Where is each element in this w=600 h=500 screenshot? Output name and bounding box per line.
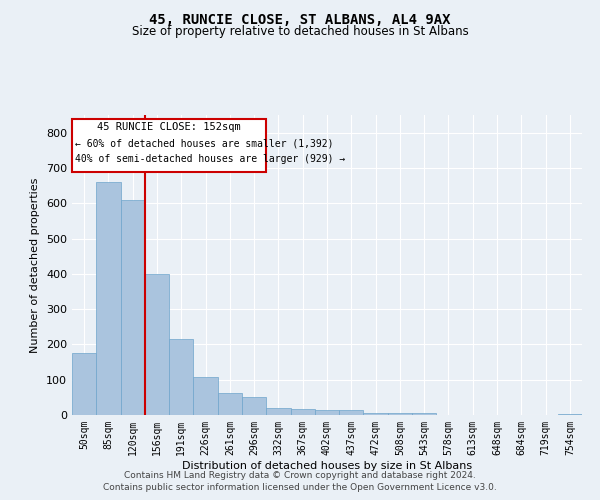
Bar — [339, 410, 364, 415]
Text: Contains public sector information licensed under the Open Government Licence v3: Contains public sector information licen… — [103, 484, 497, 492]
Bar — [290, 410, 315, 415]
Text: 45, RUNCIE CLOSE, ST ALBANS, AL4 9AX: 45, RUNCIE CLOSE, ST ALBANS, AL4 9AX — [149, 12, 451, 26]
Bar — [388, 412, 412, 415]
Y-axis label: Number of detached properties: Number of detached properties — [31, 178, 40, 352]
X-axis label: Distribution of detached houses by size in St Albans: Distribution of detached houses by size … — [182, 460, 472, 470]
Bar — [145, 274, 169, 415]
Text: 40% of semi-detached houses are larger (929) →: 40% of semi-detached houses are larger (… — [75, 154, 345, 164]
Bar — [364, 413, 388, 415]
Bar — [218, 393, 242, 415]
Bar — [72, 353, 96, 415]
Text: Contains HM Land Registry data © Crown copyright and database right 2024.: Contains HM Land Registry data © Crown c… — [124, 471, 476, 480]
Bar — [412, 413, 436, 415]
Bar — [315, 410, 339, 415]
Bar — [193, 377, 218, 415]
Bar — [558, 414, 582, 415]
Bar — [169, 339, 193, 415]
Bar — [121, 200, 145, 415]
Bar — [242, 398, 266, 415]
Text: 45 RUNCIE CLOSE: 152sqm: 45 RUNCIE CLOSE: 152sqm — [97, 122, 241, 132]
Text: Size of property relative to detached houses in St Albans: Size of property relative to detached ho… — [131, 25, 469, 38]
Text: ← 60% of detached houses are smaller (1,392): ← 60% of detached houses are smaller (1,… — [75, 138, 334, 148]
Bar — [96, 182, 121, 415]
Bar — [266, 408, 290, 415]
